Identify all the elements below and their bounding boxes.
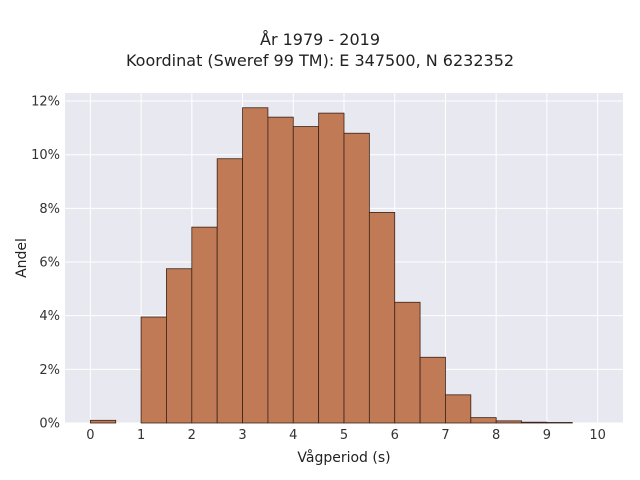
- chart-title: År 1979 - 2019: [260, 30, 380, 49]
- histogram-bar: [216, 158, 243, 424]
- histogram-bar: [166, 268, 193, 424]
- x-tick-label: 2: [188, 428, 196, 443]
- y-tick-label: 0%: [39, 417, 60, 432]
- x-tick-label: 4: [289, 428, 297, 443]
- x-tick-label: 0: [86, 428, 94, 443]
- y-tick-label: 2%: [39, 363, 60, 378]
- y-tick-label: 10%: [31, 148, 60, 163]
- x-tick-label: 1: [137, 428, 145, 443]
- x-tick-label: 3: [238, 428, 246, 443]
- histogram-bar: [394, 301, 421, 424]
- histogram-bar: [343, 132, 370, 424]
- histogram-bar: [292, 126, 320, 424]
- x-tick-label: 10: [589, 428, 606, 443]
- x-tick-label: 6: [391, 428, 399, 443]
- histogram-bar: [318, 112, 345, 424]
- y-axis-ticks: 0% 2% 4% 6% 8% 10% 12%: [31, 95, 60, 432]
- histogram-bar: [419, 356, 446, 424]
- x-tick-label: 8: [492, 428, 500, 443]
- x-tick-label: 5: [340, 428, 348, 443]
- x-axis-label: Vågperiod (s): [297, 449, 390, 466]
- x-tick-label: 9: [543, 428, 551, 443]
- histogram-bar: [267, 116, 294, 424]
- bars: [89, 107, 573, 424]
- chart-subtitle: Koordinat (Sweref 99 TM): E 347500, N 62…: [125, 51, 515, 70]
- x-tick-label: 7: [441, 428, 449, 443]
- y-tick-label: 6%: [39, 256, 60, 271]
- y-tick-label: 4%: [39, 309, 60, 324]
- histogram-bar: [242, 107, 269, 424]
- x-axis-ticks: 0 1 2 3 4 5 6 7 8 9 10: [86, 428, 606, 443]
- histogram-bar: [89, 419, 117, 424]
- histogram-bar: [546, 422, 573, 424]
- y-tick-label: 8%: [39, 202, 60, 217]
- y-axis-label: Andel: [14, 238, 30, 278]
- histogram-bar: [495, 420, 522, 424]
- histogram-bar: [521, 421, 548, 424]
- histogram-bar: [470, 417, 497, 424]
- histogram-bar: [191, 226, 218, 424]
- histogram-bar: [445, 394, 472, 424]
- histogram-bar: [368, 211, 396, 424]
- y-tick-label: 12%: [31, 95, 60, 110]
- histogram-bar: [140, 316, 167, 424]
